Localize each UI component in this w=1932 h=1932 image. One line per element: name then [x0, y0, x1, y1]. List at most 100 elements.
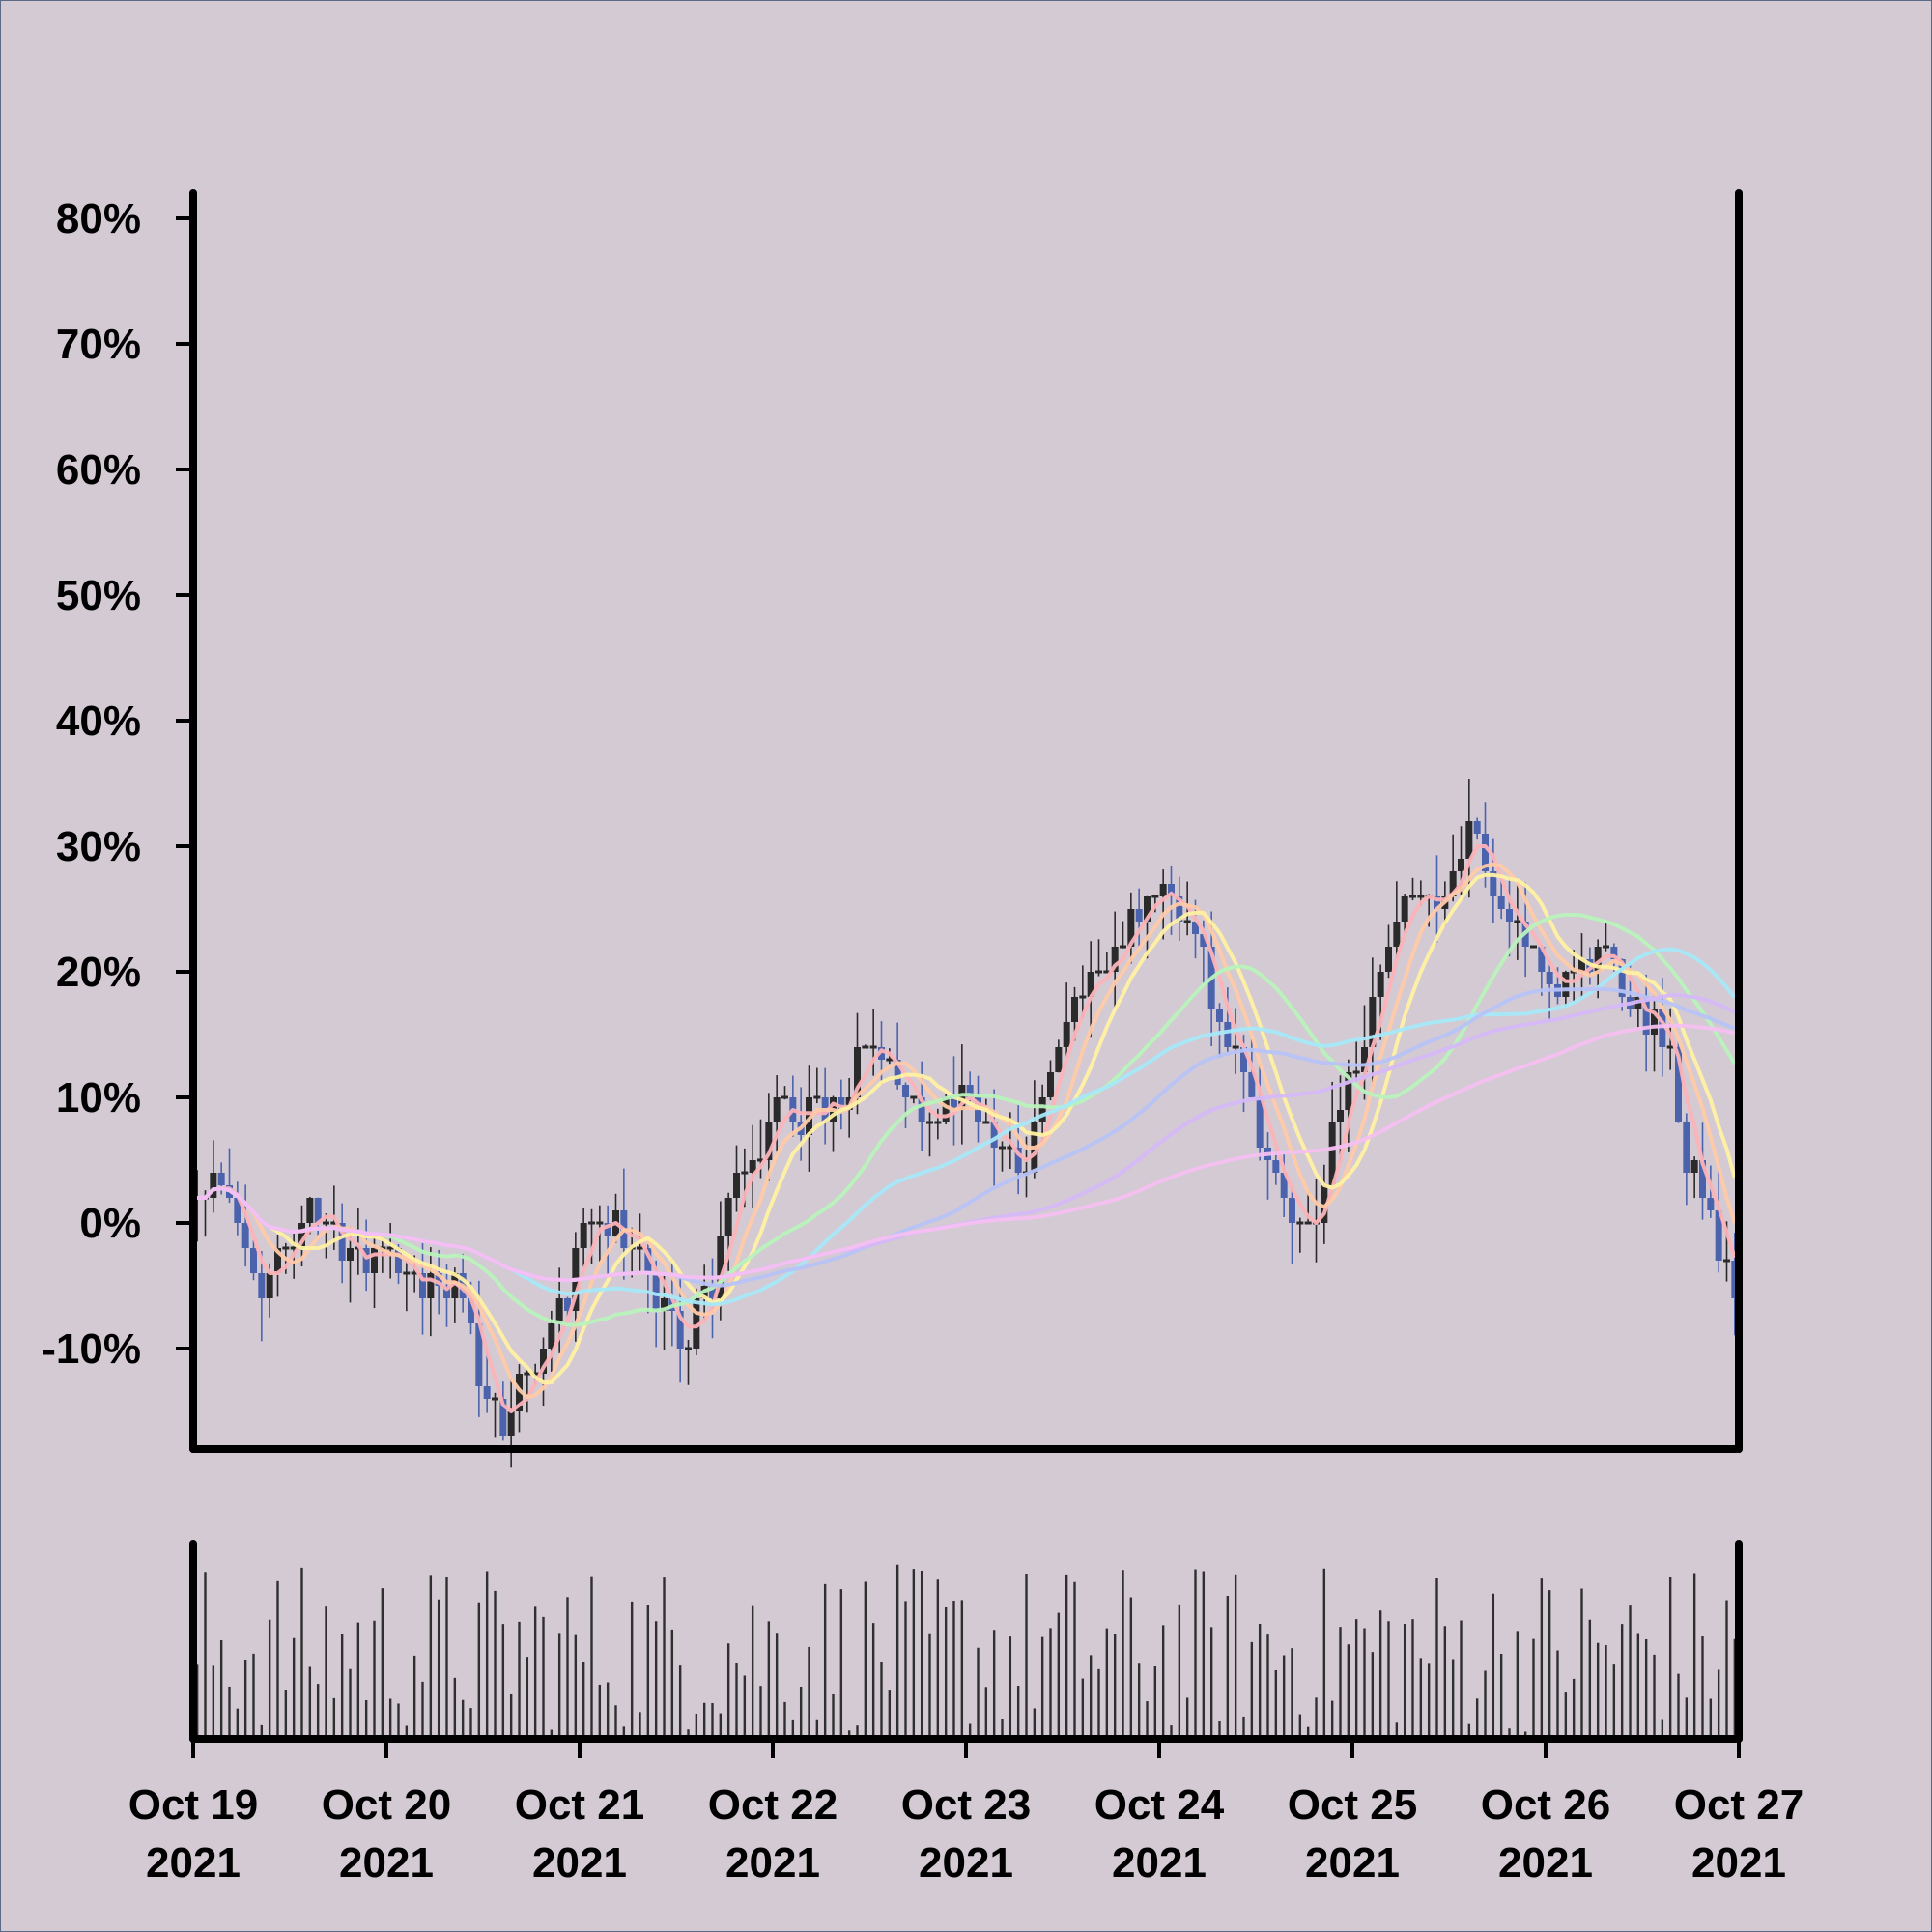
- candle-body: [1490, 871, 1497, 896]
- candle-body: [1240, 1047, 1247, 1072]
- candle-body: [1401, 896, 1408, 922]
- candle-body: [596, 1221, 604, 1225]
- candle-body: [1256, 1097, 1264, 1148]
- candle-body: [1071, 997, 1078, 1022]
- candle-body: [1055, 1047, 1063, 1072]
- candle-body: [266, 1273, 273, 1298]
- candle-body: [1651, 1009, 1658, 1035]
- candle-body: [516, 1374, 523, 1411]
- candle-body: [1482, 834, 1489, 871]
- candle-body: [403, 1271, 411, 1275]
- candle-body: [1151, 895, 1159, 898]
- candle-body: [1248, 1072, 1256, 1097]
- candle-body: [531, 1372, 539, 1376]
- moving-average-line: [197, 844, 1737, 1413]
- candle-body: [507, 1411, 515, 1436]
- candle-body: [1047, 1072, 1054, 1097]
- candle-body: [1603, 945, 1609, 949]
- candle-body: [499, 1399, 507, 1436]
- y-tick-label: 20%: [56, 949, 141, 996]
- candle-body: [749, 1160, 756, 1173]
- candle-body: [1618, 959, 1626, 997]
- candle-body: [765, 1122, 773, 1160]
- x-tick-label-year: 2021: [532, 1839, 627, 1887]
- price-panel: -10% 0% 10% 20% 30% 40% 50% 60% 70% 80%: [42, 189, 1743, 1468]
- moving-average-line: [197, 913, 1737, 1327]
- candle-body: [435, 1273, 442, 1286]
- candle-body: [1361, 1047, 1368, 1072]
- candle-body: [1296, 1221, 1304, 1225]
- candle-body: [1224, 1022, 1232, 1047]
- x-tick-label-year: 2021: [1112, 1839, 1207, 1887]
- x-tick-label: Oct 26: [1481, 1781, 1611, 1829]
- candle-body: [1352, 1070, 1360, 1074]
- candle-body: [838, 1097, 845, 1110]
- candle-body: [1216, 1009, 1223, 1022]
- candle-body: [1434, 896, 1440, 909]
- candle-body: [1458, 859, 1464, 871]
- y-tick-group: -10% 0% 10% 20% 30% 40% 50% 60% 70% 80%: [42, 195, 193, 1373]
- candle-body: [386, 1246, 394, 1250]
- candle-body: [661, 1298, 668, 1311]
- candle-body: [1497, 896, 1505, 909]
- candle-body: [733, 1173, 740, 1198]
- candle-body: [1192, 922, 1199, 934]
- moving-average-line: [197, 993, 1736, 1283]
- candle-body: [580, 1223, 587, 1248]
- candle-body: [282, 1246, 290, 1250]
- x-tick-label: Oct 19: [128, 1781, 259, 1829]
- y-tick-label: 0%: [79, 1200, 141, 1247]
- candle-body: [1562, 972, 1570, 997]
- moving-average-line: [197, 872, 1737, 1385]
- x-tick-label-year: 2021: [1305, 1839, 1400, 1887]
- candle-body: [918, 1097, 925, 1122]
- moving-average-group: [197, 844, 1737, 1413]
- candle-body: [1707, 1198, 1715, 1210]
- candle-body: [1409, 895, 1416, 898]
- candle-body: [1321, 1185, 1328, 1223]
- candle-body: [1183, 920, 1191, 923]
- candle-body: [1659, 1009, 1666, 1047]
- candle-body: [258, 1273, 266, 1298]
- candle-body: [942, 1097, 950, 1122]
- candle-body: [1538, 947, 1546, 972]
- candle-body: [1594, 947, 1602, 972]
- candle-body: [1731, 1261, 1739, 1298]
- candle-body: [902, 1085, 909, 1097]
- moving-average-line: [197, 862, 1737, 1400]
- candle-body: [869, 1045, 877, 1049]
- candle-body: [1014, 1148, 1022, 1173]
- candle-body: [1666, 1045, 1674, 1049]
- candle-body: [1377, 972, 1384, 997]
- candle-body: [999, 1146, 1006, 1150]
- candle-body: [362, 1248, 370, 1273]
- candle-body: [1417, 895, 1425, 898]
- candle-body: [242, 1223, 249, 1248]
- candle-body: [757, 1158, 764, 1162]
- candle-body: [934, 1121, 942, 1124]
- candle-body: [1385, 947, 1392, 972]
- x-tick-label: Oct 22: [708, 1781, 838, 1829]
- candle-body: [1465, 821, 1473, 859]
- moving-average-line: [197, 1023, 1736, 1283]
- candle-body: [1007, 1146, 1014, 1150]
- candle-body: [193, 1196, 201, 1200]
- candle-body: [395, 1248, 402, 1273]
- y-tick-label: 70%: [56, 321, 141, 368]
- candle-body: [1690, 1160, 1698, 1173]
- candle-body: [1087, 972, 1094, 997]
- candle-body: [878, 1047, 885, 1060]
- candle-body: [419, 1273, 426, 1298]
- candle-body: [540, 1349, 547, 1374]
- candle-body: [1038, 1097, 1046, 1122]
- x-tick-label-year: 2021: [146, 1839, 241, 1887]
- x-tick-label: Oct 21: [515, 1781, 645, 1829]
- candle-body: [555, 1298, 563, 1323]
- candle-body: [314, 1198, 322, 1223]
- candle-body: [1304, 1221, 1312, 1225]
- candle-body: [1345, 1072, 1352, 1110]
- candle-body: [411, 1271, 418, 1275]
- candle-body: [492, 1397, 498, 1401]
- candle-body: [709, 1286, 716, 1298]
